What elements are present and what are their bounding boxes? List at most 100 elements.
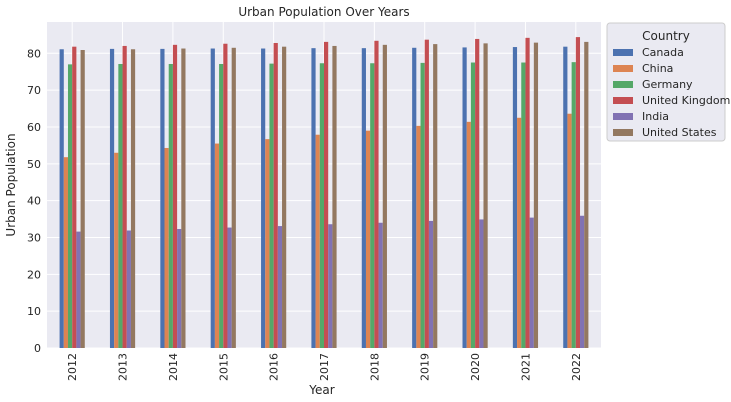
legend-title: Country <box>642 29 690 43</box>
bar <box>483 43 488 349</box>
bar <box>223 43 228 348</box>
legend-swatch <box>613 49 633 56</box>
bar <box>181 48 186 348</box>
bar <box>63 157 68 348</box>
x-tick-label: 2021 <box>519 353 532 381</box>
x-tick-label: 2012 <box>66 353 79 381</box>
legend-items: Canada China Germany United Kingdom India Uni… <box>613 46 730 139</box>
bar-series <box>59 46 568 349</box>
bar <box>231 47 236 348</box>
bar <box>315 134 320 348</box>
bar <box>533 42 539 349</box>
bar <box>416 125 421 349</box>
legend-label: United Kingdom <box>642 94 730 107</box>
legend-label: Germany <box>642 78 693 91</box>
bar <box>311 48 316 348</box>
x-tick-label: 2019 <box>419 353 432 381</box>
x-tick-labels: 2012 2013 2014 2015 2016 2017 2018 2019 2020 2021… <box>66 353 583 381</box>
x-tick-label: 2016 <box>268 353 281 381</box>
bar <box>319 63 324 348</box>
bar <box>273 42 278 348</box>
bar <box>382 44 387 349</box>
y-tick-label: 80 <box>27 47 41 60</box>
bar <box>571 62 576 348</box>
bar-series <box>80 41 589 349</box>
bar <box>563 46 568 348</box>
bar <box>479 219 484 348</box>
x-tick-label: 2013 <box>117 353 130 381</box>
bar <box>470 62 476 348</box>
bar-series <box>63 113 572 349</box>
bar <box>126 230 131 348</box>
bar <box>370 63 375 348</box>
legend-box <box>606 22 726 142</box>
bar <box>118 63 123 348</box>
bar <box>580 215 585 348</box>
bar <box>475 38 480 348</box>
bar <box>261 48 266 348</box>
y-tick-label: 40 <box>27 195 41 208</box>
x-tick-label: 2015 <box>217 353 230 381</box>
bar <box>378 222 383 348</box>
bar <box>512 47 518 349</box>
bar-series <box>72 37 581 349</box>
bar <box>282 46 287 348</box>
bar <box>521 62 526 348</box>
y-tick-labels: 0 10 20 30 40 50 60 70 80 <box>27 47 41 355</box>
y-tick-label: 10 <box>27 305 41 318</box>
bar <box>80 49 85 348</box>
bar <box>328 224 333 348</box>
bar <box>76 231 81 348</box>
y-tick-label: 30 <box>27 231 41 244</box>
bar <box>122 45 127 348</box>
bar <box>420 62 425 349</box>
bar <box>164 147 169 348</box>
legend-swatch <box>613 65 633 72</box>
bar <box>374 40 379 349</box>
legend-label: United States <box>642 126 717 139</box>
y-tick-label: 50 <box>27 158 41 171</box>
bar <box>462 47 467 348</box>
bar <box>529 217 534 348</box>
legend-swatch <box>613 113 633 120</box>
bar <box>269 63 274 349</box>
bar <box>324 41 329 348</box>
x-axis-title: Year <box>308 383 334 397</box>
bar <box>584 41 589 348</box>
legend-label: India <box>642 110 669 123</box>
bar <box>160 48 165 349</box>
bar <box>210 48 215 348</box>
bar <box>517 117 522 348</box>
legend: Country Canada China Germany United Kingdom… <box>606 22 730 142</box>
bar <box>361 48 366 348</box>
bar <box>130 49 136 348</box>
legend-swatch <box>613 81 633 88</box>
bar <box>412 47 417 348</box>
bar <box>114 152 119 348</box>
bar <box>466 121 471 348</box>
legend-label: China <box>642 62 673 75</box>
x-tick-label: 2014 <box>167 353 180 381</box>
bar <box>59 49 64 348</box>
bars <box>59 37 589 349</box>
bar <box>219 63 224 348</box>
bar <box>172 44 178 349</box>
bar <box>575 37 581 349</box>
bar-series <box>67 62 576 349</box>
y-tick-label: 0 <box>34 342 41 355</box>
bar <box>428 220 434 348</box>
bar <box>109 48 115 349</box>
bar <box>214 143 220 348</box>
legend-swatch <box>613 129 633 136</box>
bar <box>227 227 232 348</box>
x-tick-label: 2022 <box>570 353 583 381</box>
bar <box>365 130 371 348</box>
x-tick-label: 2020 <box>469 353 482 381</box>
y-axis-title: Urban Population <box>4 133 18 236</box>
y-tick-label: 70 <box>27 84 41 97</box>
y-tick-label: 60 <box>27 121 41 134</box>
y-tick-label: 20 <box>27 268 41 281</box>
bar <box>567 113 572 348</box>
bar <box>332 45 337 348</box>
